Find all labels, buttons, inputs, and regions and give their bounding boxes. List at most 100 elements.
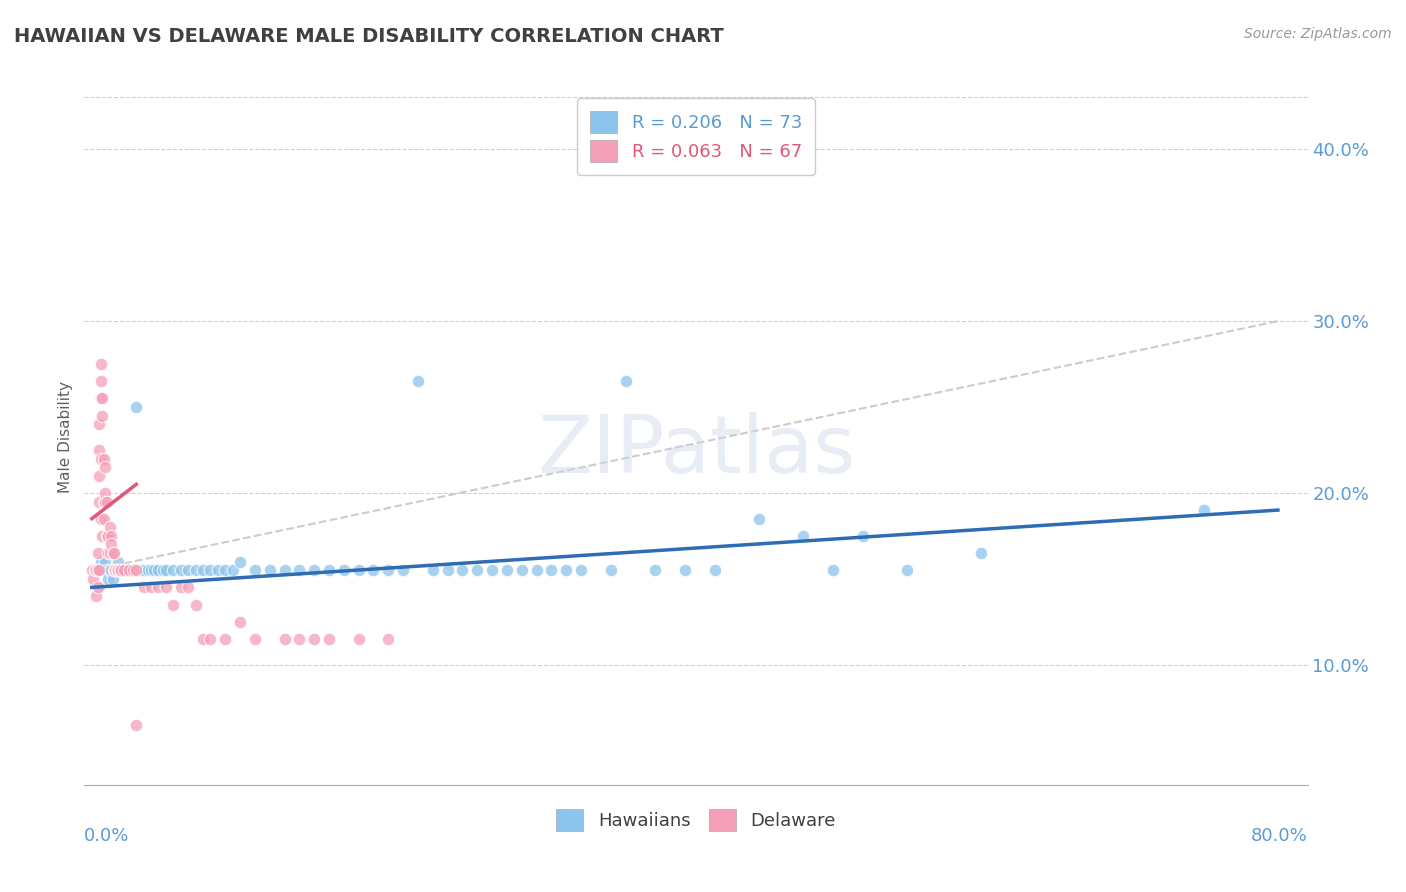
Legend: Hawaiians, Delaware: Hawaiians, Delaware [550,802,842,838]
Point [94,555,117,569]
Point [96,529,118,543]
Point [170,563,193,577]
Point [243,563,266,577]
Point [184,598,207,612]
Point [103,546,125,560]
Point [94,460,117,475]
Point [377,632,399,646]
Point [86,546,108,560]
Point [229,615,252,629]
Point [90,357,112,371]
Point [89,442,111,457]
Point [103,563,125,577]
Text: 80.0%: 80.0% [1251,827,1308,845]
Point [125,718,148,732]
Point [100,529,122,543]
Point [540,563,562,577]
Point [136,563,159,577]
Point [93,494,115,508]
Point [139,563,162,577]
Point [112,563,135,577]
Point [90,392,112,406]
Point [90,374,112,388]
Point [221,563,243,577]
Point [93,451,115,466]
Point [94,486,117,500]
Point [100,537,122,551]
Point [436,563,458,577]
Point [129,563,152,577]
Point [569,563,592,577]
Point [105,563,128,577]
Point [148,563,170,577]
Point [614,374,637,388]
Point [333,563,356,577]
Point [510,563,533,577]
Point [896,563,918,577]
Point [155,581,177,595]
Point [748,511,770,525]
Point [207,563,229,577]
Point [90,451,112,466]
Point [118,563,141,577]
Point [162,598,184,612]
Point [89,581,111,595]
Point [177,581,200,595]
Point [377,563,399,577]
Point [89,468,111,483]
Point [465,563,488,577]
Point [107,555,129,569]
Point [80,563,103,577]
Point [110,563,132,577]
Point [288,563,311,577]
Point [93,511,115,525]
Point [302,563,325,577]
Point [90,511,112,525]
Point [302,632,325,646]
Point [229,555,252,569]
Point [125,563,148,577]
Point [970,546,993,560]
Point [318,563,340,577]
Point [200,632,222,646]
Point [392,563,415,577]
Point [84,589,107,603]
Point [599,563,621,577]
Point [143,563,166,577]
Point [852,529,875,543]
Point [84,563,107,577]
Point [98,563,121,577]
Point [101,546,124,560]
Point [214,632,236,646]
Point [90,555,112,569]
Point [93,563,115,577]
Point [91,392,114,406]
Point [273,632,295,646]
Point [89,563,111,577]
Point [200,563,222,577]
Point [98,520,121,534]
Point [122,563,145,577]
Point [105,563,128,577]
Point [89,417,111,432]
Point [214,563,236,577]
Point [97,546,120,560]
Point [673,563,696,577]
Point [644,563,666,577]
Point [91,563,114,577]
Point [155,563,177,577]
Point [84,563,107,577]
Point [83,563,105,577]
Point [82,572,104,586]
Point [1192,503,1215,517]
Point [96,494,118,508]
Text: Source: ZipAtlas.com: Source: ZipAtlas.com [1244,27,1392,41]
Point [288,632,311,646]
Point [148,581,170,595]
Point [100,563,122,577]
Point [177,563,200,577]
Point [86,581,108,595]
Point [132,563,155,577]
Point [96,563,118,577]
Point [496,563,519,577]
